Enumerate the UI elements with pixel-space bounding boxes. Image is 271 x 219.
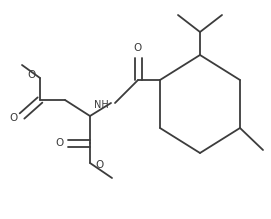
Text: O: O: [134, 43, 142, 53]
Text: O: O: [27, 70, 35, 80]
Text: O: O: [55, 138, 63, 148]
Text: NH: NH: [94, 100, 109, 110]
Text: O: O: [10, 113, 18, 123]
Text: O: O: [95, 160, 103, 170]
